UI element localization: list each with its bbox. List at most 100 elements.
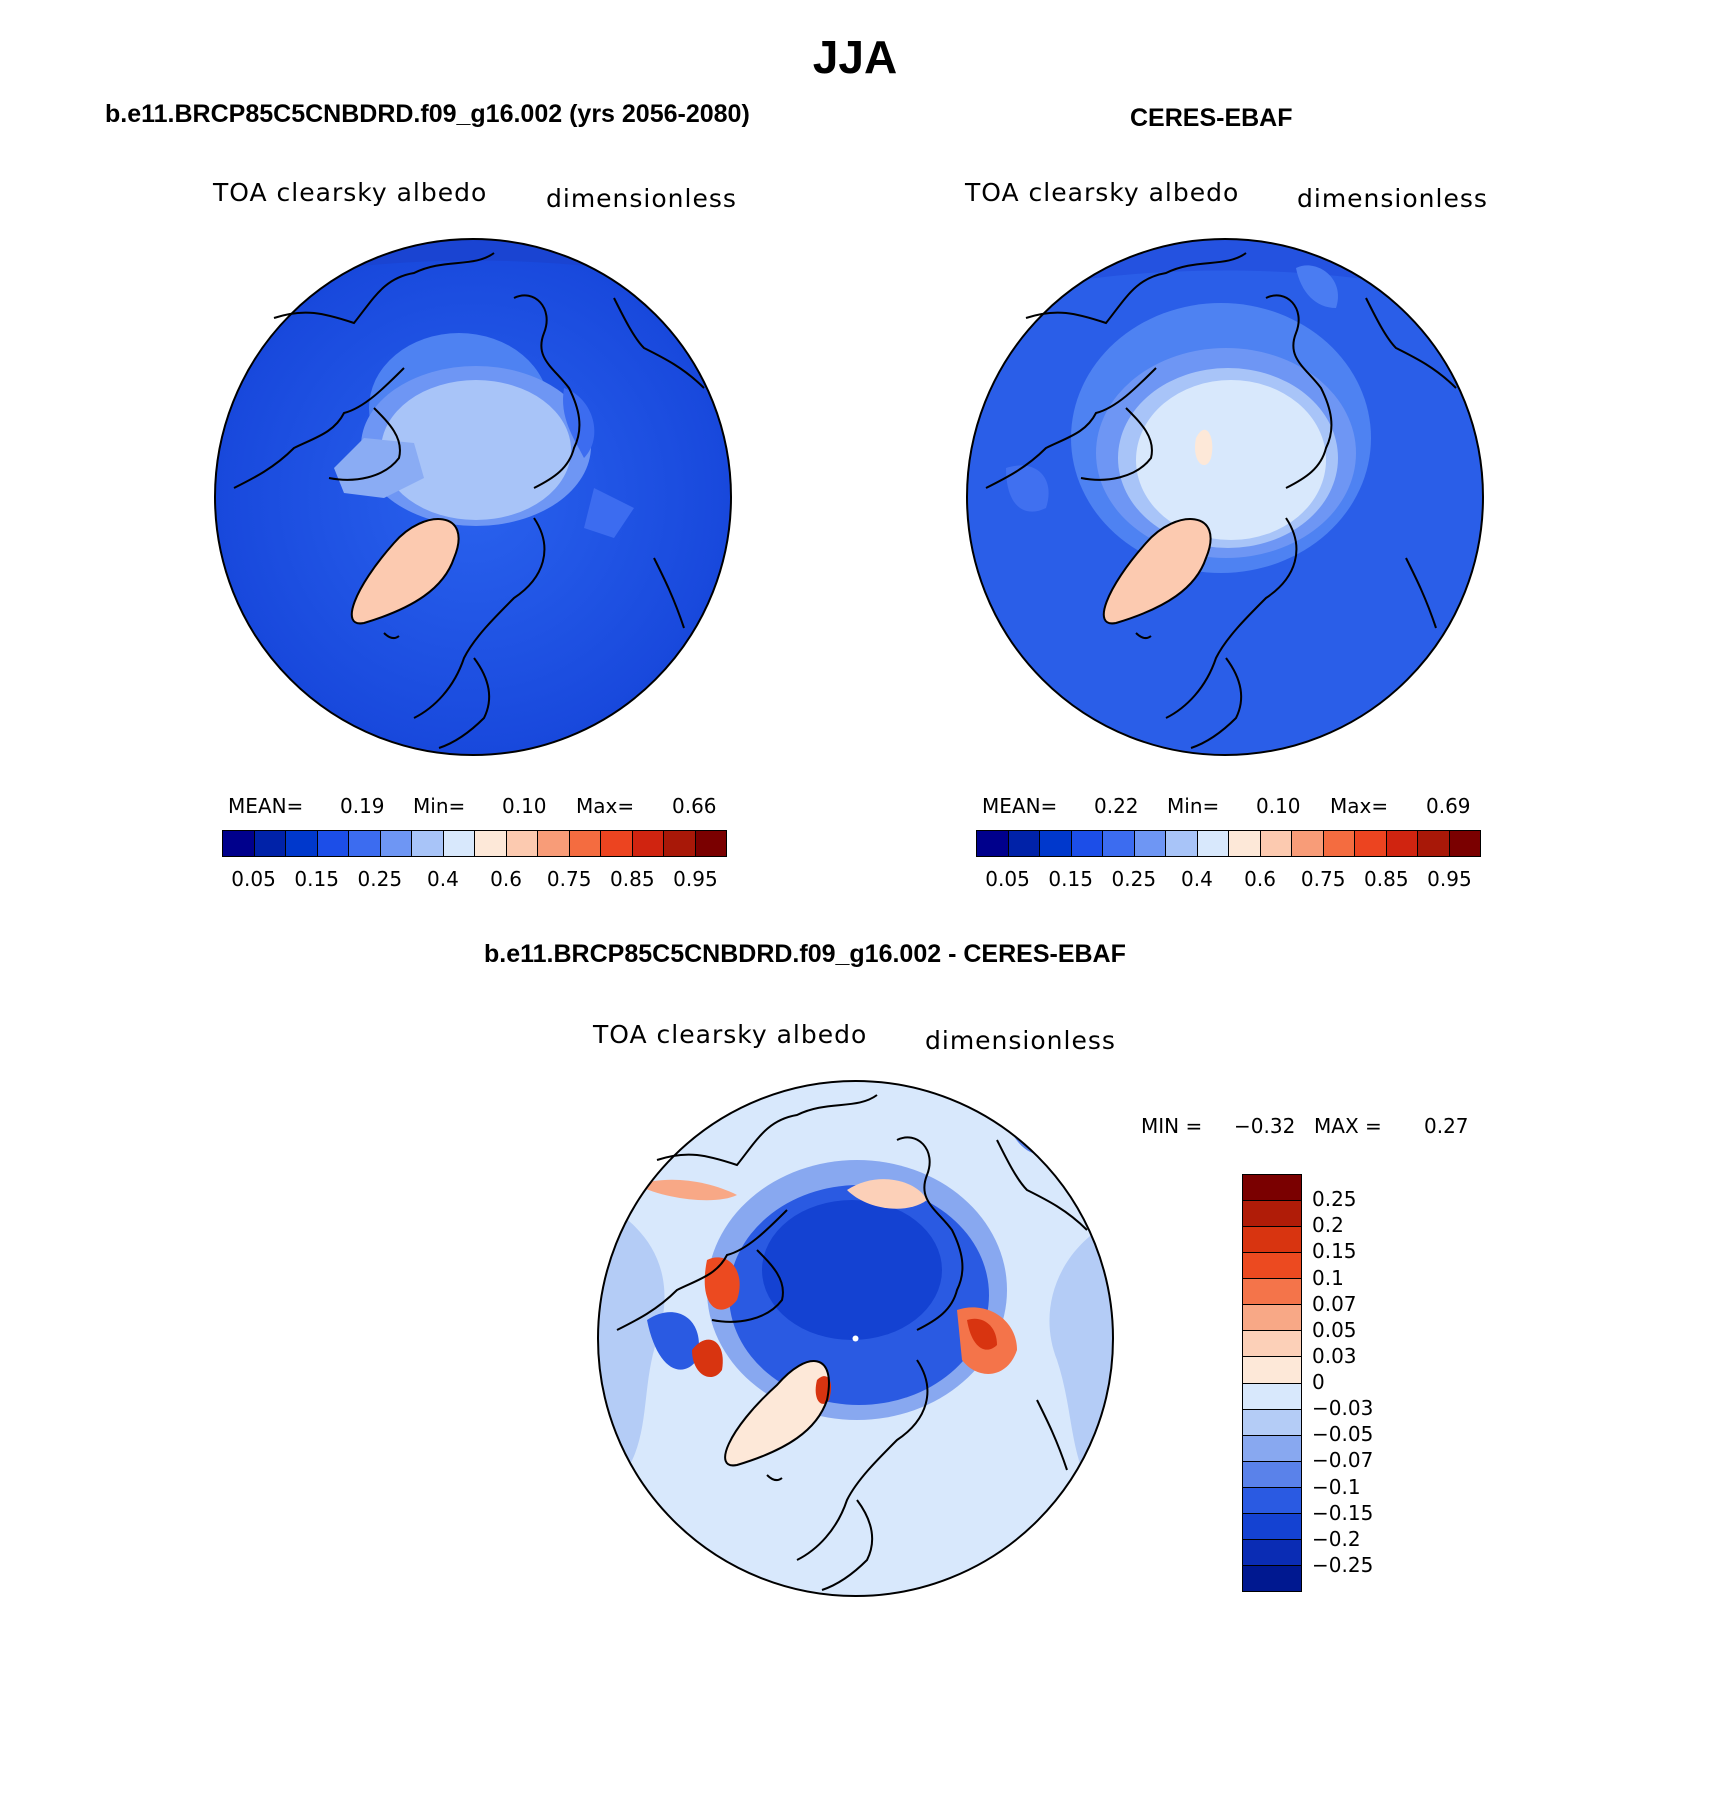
diff-colorbar-tick-label: 0.05	[1312, 1317, 1357, 1342]
obs-colorbar-ticks: 0.05 0.15 0.25 0.4 0.6 0.75 0.85 0.95	[976, 867, 1481, 891]
model-colorbar-box	[506, 831, 538, 856]
obs-polar-map	[966, 238, 1484, 756]
obs-colorbar-tick-label: 0.05	[985, 867, 1030, 891]
diff-min-label: MIN =	[1141, 1114, 1203, 1138]
obs-colorbar-box	[1040, 831, 1072, 856]
obs-colorbar-box	[1355, 831, 1387, 856]
obs-colorbar	[976, 830, 1481, 857]
obs-colorbar-box	[1260, 831, 1292, 856]
diff-colorbar-box	[1243, 1305, 1301, 1332]
model-colorbar-box	[664, 831, 696, 856]
model-mean-label: MEAN=	[228, 794, 304, 818]
obs-mean-value: 0.22	[1094, 794, 1139, 818]
diff-colorbar-box	[1243, 1253, 1301, 1280]
model-colorbar-box	[380, 831, 412, 856]
model-colorbar-box	[349, 831, 381, 856]
model-colorbar-box	[223, 831, 255, 856]
north-pole-marker	[852, 1335, 859, 1342]
diff-min-value: −0.32	[1234, 1114, 1296, 1138]
diff-colorbar-box	[1243, 1357, 1301, 1384]
obs-colorbar-tick-label: 0.25	[1111, 867, 1157, 891]
obs-mean-label: MEAN=	[982, 794, 1058, 818]
diff-colorbar-box	[1243, 1227, 1301, 1254]
diff-colorbar-box	[1243, 1175, 1301, 1202]
model-colorbar-box	[412, 831, 444, 856]
diff-polar-map	[597, 1080, 1114, 1597]
obs-max-label: Max=	[1330, 794, 1389, 818]
diff-colorbar-box	[1243, 1487, 1301, 1514]
diff-colorbar-ticks: 0.25 0.2 0.15 0.1 0.07 0.05 0.03 0 −0.03 −0.05 −0.…	[1312, 1174, 1432, 1592]
model-min-value: 0.10	[502, 794, 547, 818]
model-colorbar-tick-label: 0.4	[427, 867, 459, 891]
model-units-label: dimensionless	[546, 184, 737, 213]
diff-colorbar-box	[1243, 1409, 1301, 1436]
diff-colorbar-box	[1243, 1279, 1301, 1306]
diff-colorbar-tick-label: −0.03	[1312, 1396, 1374, 1421]
diff-variable-label: TOA clearsky albedo	[593, 1020, 868, 1049]
diff-max-value: 0.27	[1424, 1114, 1469, 1138]
diff-colorbar-tick-label: 0.1	[1312, 1265, 1344, 1290]
diff-colorbar-tick-label: 0.15	[1312, 1239, 1357, 1264]
obs-colorbar-box	[1418, 831, 1450, 856]
obs-colorbar-tick-label: 0.15	[1048, 867, 1093, 891]
model-colorbar-tick-label: 0.15	[294, 867, 339, 891]
diff-max-label: MAX =	[1314, 1114, 1382, 1138]
obs-colorbar-tick-label: 0.95	[1427, 867, 1472, 891]
model-colorbar-box	[254, 831, 286, 856]
obs-colorbar-box	[1008, 831, 1040, 856]
model-colorbar-box	[569, 831, 601, 856]
figure-title: JJA	[812, 31, 898, 83]
obs-colorbar-box	[977, 831, 1009, 856]
model-colorbar-box	[538, 831, 570, 856]
diff-colorbar-tick-label: 0.03	[1312, 1343, 1357, 1368]
diff-colorbar-tick-label: −0.2	[1312, 1526, 1361, 1551]
obs-min-label: Min=	[1167, 794, 1220, 818]
model-colorbar-tick-label: 0.6	[490, 867, 522, 891]
obs-colorbar-box	[1292, 831, 1324, 856]
model-colorbar-tick-label: 0.95	[673, 867, 718, 891]
obs-colorbar-box	[1449, 831, 1480, 856]
model-colorbar-ticks: 0.05 0.15 0.25 0.4 0.6 0.75 0.85 0.95	[222, 867, 727, 891]
obs-coastlines	[985, 252, 1457, 749]
model-coastlines	[233, 252, 705, 749]
model-max-label: Max=	[576, 794, 635, 818]
obs-colorbar-box	[1166, 831, 1198, 856]
diff-colorbar-tick-label: 0.2	[1312, 1213, 1344, 1238]
obs-colorbar-box	[1229, 831, 1261, 856]
model-panel-title: b.e11.BRCP85C5CNBDRD.f09_g16.002 (yrs 20…	[105, 100, 750, 128]
obs-colorbar-tick-label: 0.6	[1244, 867, 1276, 891]
obs-colorbar-box	[1103, 831, 1135, 856]
model-colorbar-box	[632, 831, 664, 856]
diff-units-label: dimensionless	[925, 1026, 1116, 1055]
diff-colorbar-box	[1243, 1383, 1301, 1410]
diff-colorbar-box	[1243, 1565, 1301, 1591]
model-colorbar-box	[317, 831, 349, 856]
model-mean-value: 0.19	[340, 794, 385, 818]
obs-colorbar-box	[1197, 831, 1229, 856]
model-colorbar-box	[286, 831, 318, 856]
obs-greenland	[1103, 519, 1211, 624]
diff-colorbar-tick-label: −0.25	[1312, 1552, 1374, 1577]
diff-colorbar	[1242, 1174, 1302, 1592]
diff-panel-title: b.e11.BRCP85C5CNBDRD.f09_g16.002 - CERES…	[484, 940, 1126, 968]
diff-colorbar-box	[1243, 1461, 1301, 1488]
model-colorbar-tick-label: 0.05	[231, 867, 276, 891]
obs-colorbar-box	[1134, 831, 1166, 856]
model-colorbar-box	[443, 831, 475, 856]
diff-colorbar-tick-label: −0.07	[1312, 1448, 1374, 1473]
diff-colorbar-box	[1243, 1539, 1301, 1566]
diff-colorbar-box	[1243, 1513, 1301, 1540]
model-colorbar-box	[601, 831, 633, 856]
model-colorbar-tick-label: 0.85	[610, 867, 655, 891]
diff-colorbar-box	[1243, 1435, 1301, 1462]
obs-colorbar-box	[1386, 831, 1418, 856]
obs-max-value: 0.69	[1426, 794, 1471, 818]
model-sea-ice-region	[381, 380, 571, 520]
obs-colorbar-tick-label: 0.75	[1300, 867, 1346, 891]
obs-variable-label: TOA clearsky albedo	[965, 178, 1240, 207]
obs-panel-title: CERES-EBAF	[1130, 104, 1293, 132]
obs-colorbar-tick-label: 0.4	[1181, 867, 1213, 891]
model-greenland	[351, 519, 459, 624]
obs-colorbar-box	[1071, 831, 1103, 856]
obs-colorbar-box	[1323, 831, 1355, 856]
